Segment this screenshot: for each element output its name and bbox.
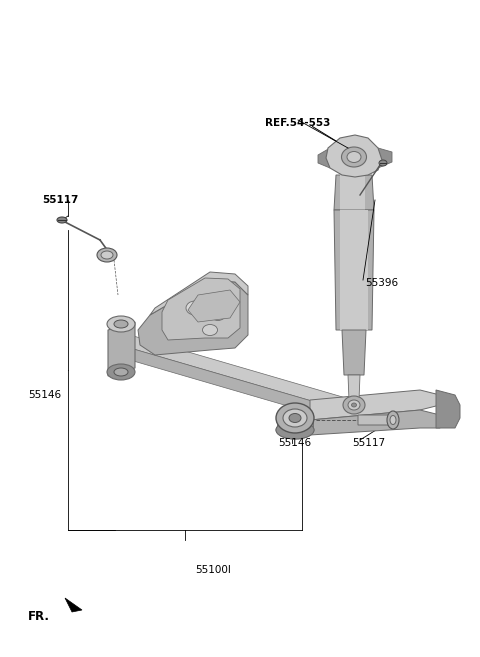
- Ellipse shape: [276, 421, 314, 439]
- Ellipse shape: [348, 400, 360, 410]
- Ellipse shape: [114, 320, 128, 328]
- Ellipse shape: [114, 368, 128, 376]
- Ellipse shape: [276, 403, 314, 433]
- Text: 55117: 55117: [352, 438, 385, 448]
- Ellipse shape: [97, 248, 117, 262]
- Polygon shape: [277, 414, 313, 430]
- Polygon shape: [138, 280, 248, 355]
- Ellipse shape: [351, 403, 357, 407]
- Ellipse shape: [101, 251, 113, 259]
- Text: 55100l: 55100l: [195, 565, 231, 575]
- Ellipse shape: [211, 309, 225, 321]
- Text: REF.54-553: REF.54-553: [265, 118, 330, 128]
- Polygon shape: [318, 148, 330, 168]
- Ellipse shape: [203, 325, 217, 336]
- Polygon shape: [188, 290, 240, 322]
- Ellipse shape: [107, 364, 135, 380]
- Polygon shape: [340, 175, 365, 210]
- Polygon shape: [310, 410, 440, 435]
- Text: 55146: 55146: [28, 390, 61, 400]
- Ellipse shape: [289, 413, 301, 422]
- Polygon shape: [130, 348, 370, 430]
- Polygon shape: [342, 330, 366, 375]
- Ellipse shape: [107, 316, 135, 332]
- Text: 55117: 55117: [42, 195, 78, 205]
- Polygon shape: [65, 598, 82, 612]
- Ellipse shape: [283, 409, 307, 427]
- Polygon shape: [436, 390, 460, 428]
- Polygon shape: [334, 210, 374, 330]
- Text: 55396: 55396: [365, 278, 398, 288]
- Polygon shape: [130, 335, 370, 418]
- Text: FR.: FR.: [28, 610, 50, 623]
- Polygon shape: [162, 278, 240, 340]
- Ellipse shape: [341, 147, 367, 167]
- Ellipse shape: [343, 396, 365, 414]
- Text: 55146: 55146: [278, 438, 311, 448]
- Polygon shape: [326, 135, 382, 177]
- Polygon shape: [108, 322, 135, 376]
- Ellipse shape: [347, 152, 361, 162]
- Ellipse shape: [57, 217, 67, 223]
- Polygon shape: [348, 375, 360, 400]
- Polygon shape: [310, 390, 440, 420]
- Ellipse shape: [390, 415, 396, 424]
- Polygon shape: [150, 272, 248, 315]
- Ellipse shape: [379, 160, 387, 166]
- Polygon shape: [340, 210, 368, 330]
- Polygon shape: [334, 175, 374, 210]
- Ellipse shape: [276, 421, 314, 439]
- Polygon shape: [358, 415, 392, 425]
- Ellipse shape: [387, 411, 399, 429]
- Polygon shape: [378, 148, 392, 168]
- Ellipse shape: [186, 301, 204, 315]
